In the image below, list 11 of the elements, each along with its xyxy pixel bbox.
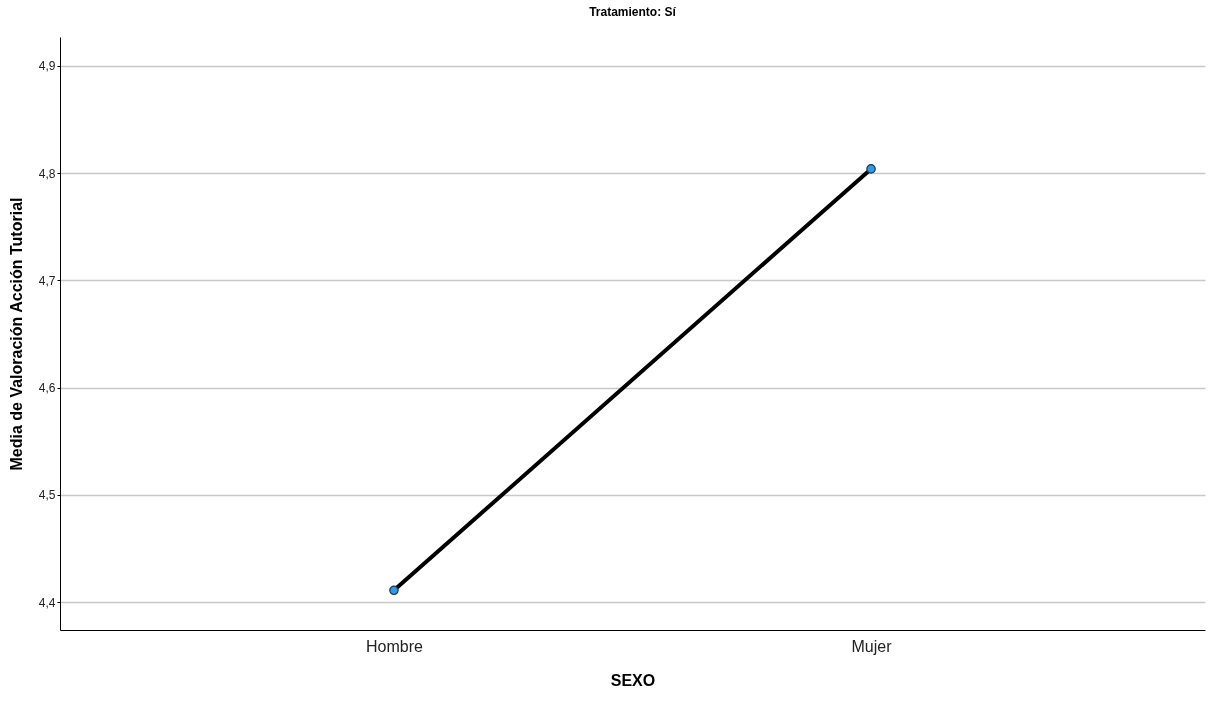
chart-title: Tratamiento: Sí	[589, 5, 677, 19]
y-tick-label: 4,7	[38, 273, 56, 288]
x-tick-label: Hombre	[366, 637, 424, 655]
y-tick-label: 4,8	[38, 166, 56, 181]
y-tick-label: 4,4	[38, 595, 56, 610]
y-tick-label: 4,6	[38, 381, 56, 396]
x-axis-title: SEXO	[610, 671, 656, 689]
x-tick-label: Mujer	[851, 637, 893, 655]
y-tick-label: 4,5	[38, 488, 56, 503]
y-axis-title: Media de Valoración Acción Tutorial	[7, 197, 25, 471]
y-tick-label: 4,9	[38, 59, 56, 74]
